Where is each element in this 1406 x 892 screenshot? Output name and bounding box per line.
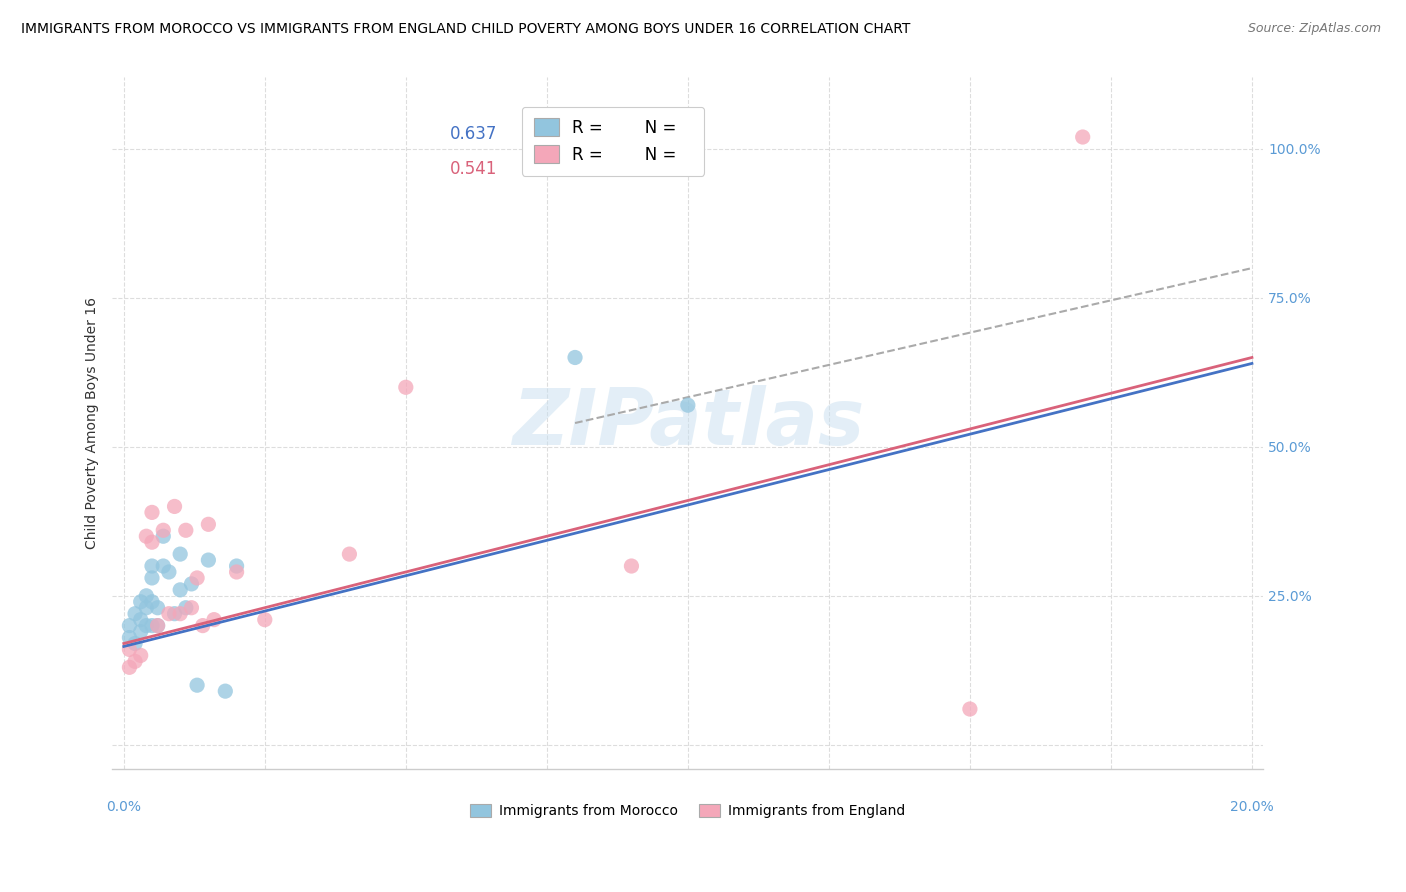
- Point: [152, 559, 174, 574]
- Point: [135, 600, 157, 615]
- Point: [118, 618, 141, 632]
- Point: [124, 654, 146, 668]
- Legend: Immigrants from Morocco, Immigrants from England: Immigrants from Morocco, Immigrants from…: [464, 798, 911, 824]
- Point: [174, 523, 197, 537]
- Text: IMMIGRANTS FROM MOROCCO VS IMMIGRANTS FROM ENGLAND CHILD POVERTY AMONG BOYS UNDE: IMMIGRANTS FROM MOROCCO VS IMMIGRANTS FR…: [21, 22, 911, 37]
- Y-axis label: Child Poverty Among Boys Under 16: Child Poverty Among Boys Under 16: [86, 297, 100, 549]
- Point: [163, 607, 186, 621]
- Point: [214, 684, 236, 698]
- Text: 0.541: 0.541: [450, 160, 498, 178]
- Point: [141, 618, 163, 632]
- Point: [620, 559, 643, 574]
- Point: [146, 600, 169, 615]
- Text: 20.0%: 20.0%: [1230, 800, 1274, 814]
- Point: [141, 559, 163, 574]
- Point: [141, 595, 163, 609]
- Text: ZIPatlas: ZIPatlas: [512, 385, 863, 461]
- Point: [169, 582, 191, 597]
- Point: [163, 500, 186, 514]
- Point: [146, 618, 169, 632]
- Point: [157, 565, 180, 579]
- Point: [202, 613, 225, 627]
- Point: [676, 398, 699, 412]
- Point: [959, 702, 981, 716]
- Point: [124, 607, 146, 621]
- Point: [129, 648, 152, 663]
- Point: [124, 636, 146, 650]
- Point: [225, 565, 247, 579]
- Point: [141, 505, 163, 519]
- Text: 25: 25: [550, 160, 571, 178]
- Text: 30: 30: [550, 125, 571, 143]
- Text: 0.0%: 0.0%: [107, 800, 141, 814]
- Point: [129, 613, 152, 627]
- Point: [225, 559, 247, 574]
- Point: [180, 577, 202, 591]
- Point: [395, 380, 418, 394]
- Point: [180, 600, 202, 615]
- Point: [141, 571, 163, 585]
- Point: [118, 642, 141, 657]
- Point: [118, 660, 141, 674]
- Text: Source: ZipAtlas.com: Source: ZipAtlas.com: [1247, 22, 1381, 36]
- Point: [135, 618, 157, 632]
- Point: [197, 517, 219, 532]
- Point: [129, 595, 152, 609]
- Point: [152, 529, 174, 543]
- Point: [1071, 130, 1094, 145]
- Text: 0.637: 0.637: [450, 125, 498, 143]
- Point: [186, 571, 208, 585]
- Point: [157, 607, 180, 621]
- Point: [118, 631, 141, 645]
- Point: [169, 607, 191, 621]
- Point: [152, 523, 174, 537]
- Point: [141, 535, 163, 549]
- Point: [197, 553, 219, 567]
- Point: [146, 618, 169, 632]
- Point: [135, 589, 157, 603]
- Point: [174, 600, 197, 615]
- Point: [564, 351, 586, 365]
- Point: [339, 547, 361, 561]
- Point: [186, 678, 208, 692]
- Point: [135, 529, 157, 543]
- Point: [169, 547, 191, 561]
- Point: [253, 613, 276, 627]
- Point: [129, 624, 152, 639]
- Point: [191, 618, 214, 632]
